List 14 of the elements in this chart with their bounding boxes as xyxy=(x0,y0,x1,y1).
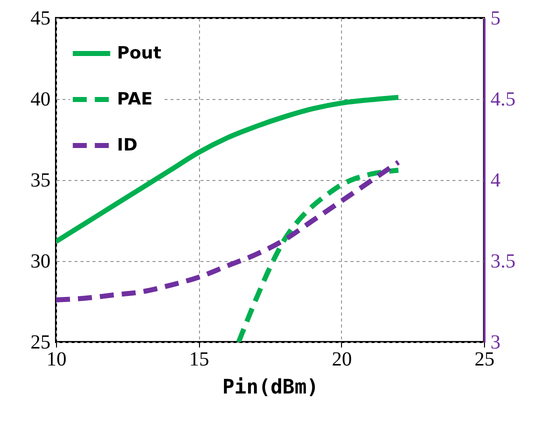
legend-label: Pout xyxy=(117,44,162,64)
x-tick-label: 20 xyxy=(332,348,352,370)
y2-tick-label: 4 xyxy=(490,170,500,192)
legend-label: ID xyxy=(117,136,138,156)
y-tick-label: 40 xyxy=(30,88,50,110)
y2-tick-label: 5 xyxy=(490,8,500,30)
y-tick-label: 45 xyxy=(30,8,50,30)
y2-tick-label: 3.5 xyxy=(490,250,516,272)
legend-label: PAE xyxy=(117,90,153,110)
y-tick-label: 30 xyxy=(30,250,50,272)
x-tick-label: 15 xyxy=(189,348,210,370)
y2-tick-label: 4.5 xyxy=(490,88,516,110)
y-tick-label: 35 xyxy=(30,170,50,192)
x-axis-title: Pin(dBm) xyxy=(222,374,319,398)
